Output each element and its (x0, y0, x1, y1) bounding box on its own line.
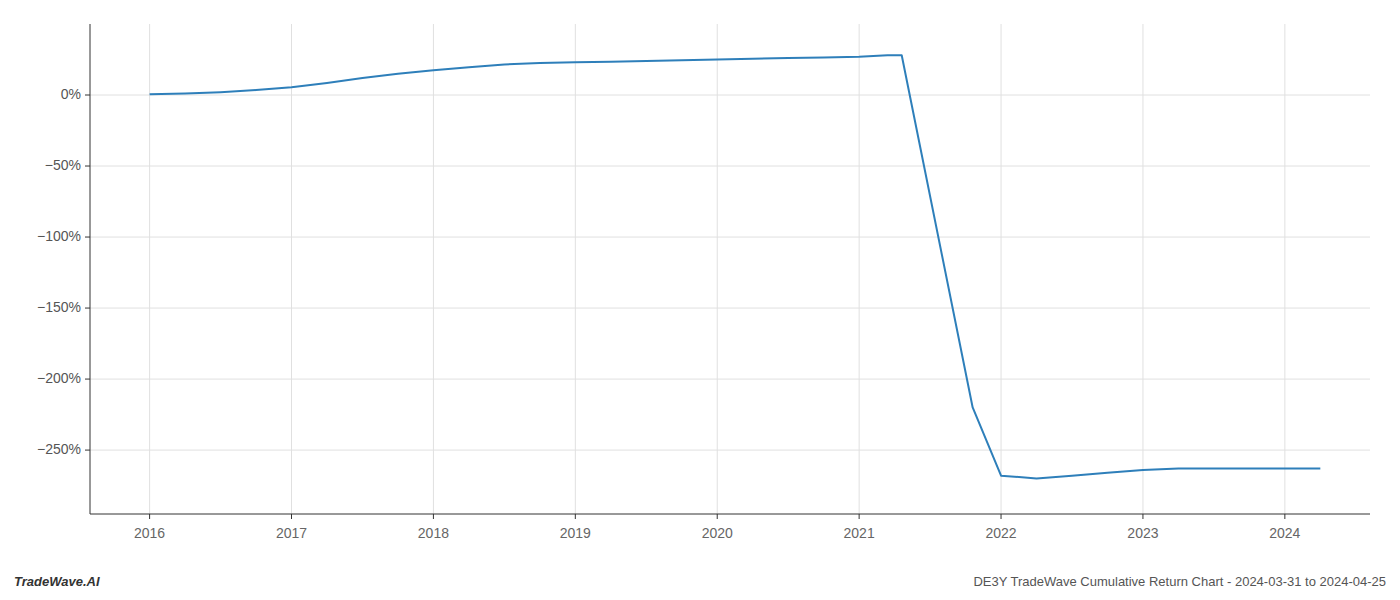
annotation: TradeWave.AI (14, 574, 100, 589)
y-tick (85, 308, 90, 309)
y-tick-label: −100% (37, 228, 81, 244)
x-tick-label: 2022 (985, 525, 1016, 541)
y-grid-line (90, 450, 1370, 451)
x-tick-label: 2024 (1269, 525, 1300, 541)
x-grid-line (149, 24, 150, 514)
x-tick-label: 2023 (1127, 525, 1158, 541)
grid (90, 24, 1370, 514)
y-grid-line (90, 95, 1370, 96)
x-grid-line (1001, 24, 1002, 514)
y-tick-label: −150% (37, 299, 81, 315)
y-tick-label: 0% (61, 86, 81, 102)
y-grid-line (90, 308, 1370, 309)
x-grid-line (291, 24, 292, 514)
x-tick-label: 2020 (702, 525, 733, 541)
x-tick-label: 2017 (276, 525, 307, 541)
x-tick-label: 2021 (844, 525, 875, 541)
background (0, 0, 1400, 600)
x-tick (859, 514, 860, 519)
x-grid-line (717, 24, 718, 514)
x-grid-line (859, 24, 860, 514)
x-tick (1284, 514, 1285, 519)
y-grid-line (90, 166, 1370, 167)
y-tick (85, 379, 90, 380)
y-tick (85, 237, 90, 238)
y-tick-label: −250% (37, 441, 81, 457)
y-axis-line (90, 24, 91, 514)
x-grid-line (433, 24, 434, 514)
x-tick (1001, 514, 1002, 519)
x-grid-line (575, 24, 576, 514)
line (150, 55, 1321, 478)
y-tick (85, 95, 90, 96)
x-grid-line (1142, 24, 1143, 514)
x-axis-line (90, 514, 1370, 515)
x-grid-line (1284, 24, 1285, 514)
x-tick (717, 514, 718, 519)
x-tick (433, 514, 434, 519)
y-grid-line (90, 237, 1370, 238)
x-tick (1142, 514, 1143, 519)
x-tick (575, 514, 576, 519)
x-tick (291, 514, 292, 519)
y-grid-line (90, 379, 1370, 380)
axes: 2016 2017 2018 2019 2020 2021 2022 2023 2024 0% −5… (37, 24, 1370, 541)
x-tick-label: 2019 (560, 525, 591, 541)
chart: 2016 2017 2018 2019 2020 2021 2022 2023 2024 0% −5… (0, 0, 1400, 600)
plot-area (150, 55, 1321, 478)
y-tick (85, 166, 90, 167)
x-tick-label: 2016 (134, 525, 165, 541)
title: DE3Y TradeWave Cumulative Return Chart -… (973, 574, 1386, 589)
x-tick (149, 514, 150, 519)
y-tick (85, 450, 90, 451)
y-tick-label: −50% (45, 157, 81, 173)
y-tick-label: −200% (37, 370, 81, 386)
x-tick-label: 2018 (418, 525, 449, 541)
